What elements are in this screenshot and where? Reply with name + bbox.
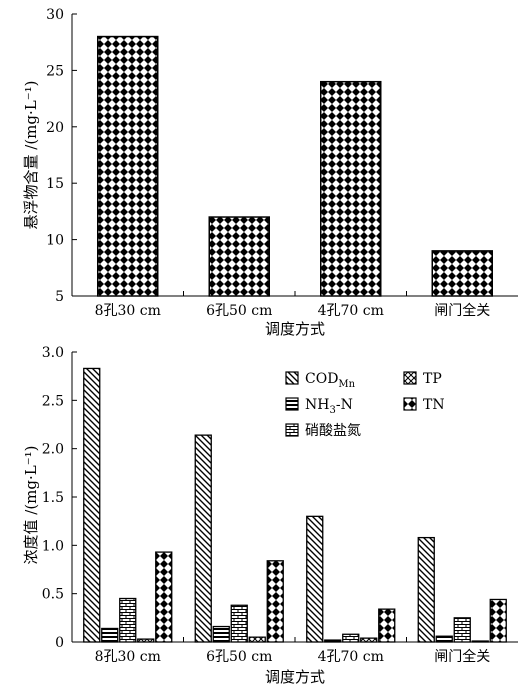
- legend-swatch: [285, 423, 299, 437]
- top-y-tick-label: 15: [46, 176, 64, 192]
- bottom-y-tick-label: 1.5: [42, 490, 64, 506]
- bottom-bar-s5-c1: [155, 551, 173, 643]
- top-bar-4: [431, 250, 493, 297]
- legend-swatch: [403, 397, 417, 411]
- top-y-axis-label: 悬浮物含量 /(mg·L⁻¹): [22, 80, 40, 229]
- legend-swatch: [285, 397, 299, 411]
- top-y-tick-label: 5: [55, 289, 64, 305]
- bottom-bar-s1-c1: [83, 367, 101, 643]
- top-bar-3: [320, 80, 382, 297]
- bottom-bar-s5-c4: [489, 598, 507, 643]
- legend-item-1: CODMn: [285, 371, 356, 390]
- bottom-x-tick-label: 闸门全关: [434, 648, 490, 665]
- bottom-y-tick-label: 2.0: [42, 442, 64, 458]
- bottom-y-tick-label: 2.5: [42, 393, 64, 409]
- bottom-y-ticks: 0 0.5 1.0 1.5 2.0 2.5 3.0: [42, 345, 77, 651]
- suspended-solids-chart: 5 10 15 20 25 30 8孔30 cm 6孔50 cm 4孔70 cm 闸门全关 调度…: [22, 7, 518, 338]
- bottom-y-tick-label: 3.0: [42, 345, 64, 361]
- legend-label: TP: [423, 371, 442, 387]
- legend-swatch: [285, 371, 299, 385]
- bottom-bar-s1-c4: [417, 536, 435, 643]
- bottom-bar-s2-c2: [212, 625, 230, 643]
- bottom-bar-s3-c3: [342, 633, 360, 643]
- bottom-x-tick-label: 4孔70 cm: [318, 649, 384, 665]
- top-x-tick-label: 闸门全关: [434, 302, 490, 319]
- legend-swatch: [403, 371, 417, 385]
- bottom-x-tick-label: 6孔50 cm: [206, 649, 272, 665]
- legend-label: 硝酸盐氮: [305, 423, 361, 439]
- top-y-tick-label: 30: [46, 7, 64, 23]
- bottom-x-axis-label: 调度方式: [265, 668, 325, 686]
- top-x-tick-label: 4孔70 cm: [318, 303, 384, 319]
- bottom-y-axis-label: 浓度值 /(mg·L⁻¹): [22, 445, 40, 564]
- top-x-tick-label: 8孔30 cm: [95, 303, 161, 319]
- top-y-tick-label: 25: [46, 63, 64, 79]
- legend-label: TN: [423, 397, 445, 413]
- bottom-bar-s3-c4: [453, 617, 471, 643]
- legend-label: NH3-N: [305, 397, 353, 416]
- bottom-bar-s4-c3: [360, 637, 378, 643]
- bottom-bar-s3-c1: [119, 597, 137, 643]
- legend-item-4: TP: [403, 371, 442, 387]
- top-y-ticks: 5 10 15 20 25 30: [46, 7, 77, 305]
- bottom-x-tick-label: 8孔30 cm: [95, 649, 161, 665]
- top-bar-2: [208, 216, 270, 297]
- bottom-bar-s3-c2: [230, 604, 248, 643]
- concentration-chart: 0 0.5 1.0 1.5 2.0 2.5 3.0 8孔30 cm 6孔50 cm 4孔70 c…: [22, 345, 518, 686]
- bottom-bar-s1-c2: [194, 434, 212, 643]
- top-x-ticks: 8孔30 cm 6孔50 cm 4孔70 cm 闸门全关: [95, 291, 490, 319]
- legend-item-3: 硝酸盐氮: [285, 423, 361, 439]
- bottom-bar-s5-c3: [378, 608, 396, 643]
- bottom-bar-s2-c4: [435, 635, 453, 643]
- legend-label: CODMn: [305, 371, 356, 390]
- top-bar-1: [97, 35, 159, 297]
- bottom-x-ticks: 8孔30 cm 6孔50 cm 4孔70 cm 闸门全关: [95, 637, 490, 665]
- bottom-bars: [83, 367, 507, 643]
- top-y-tick-label: 10: [46, 233, 64, 249]
- bottom-bar-s1-c3: [306, 515, 324, 643]
- bottom-y-tick-label: 0.5: [42, 587, 64, 603]
- bottom-bar-s2-c1: [101, 627, 119, 643]
- bottom-bar-s5-c2: [266, 560, 284, 643]
- top-x-axis-label: 调度方式: [265, 320, 325, 338]
- legend: CODMn NH3-N 硝酸盐氮 TP TN: [285, 371, 445, 439]
- top-y-tick-label: 20: [46, 120, 64, 136]
- bottom-bar-s4-c2: [248, 636, 266, 643]
- top-x-tick-label: 6孔50 cm: [206, 303, 272, 319]
- top-bars: [97, 35, 493, 297]
- bottom-y-tick-label: 0: [55, 635, 64, 651]
- legend-item-5: TN: [403, 397, 445, 413]
- legend-item-2: NH3-N: [285, 397, 353, 416]
- bottom-y-tick-label: 1.0: [42, 538, 64, 554]
